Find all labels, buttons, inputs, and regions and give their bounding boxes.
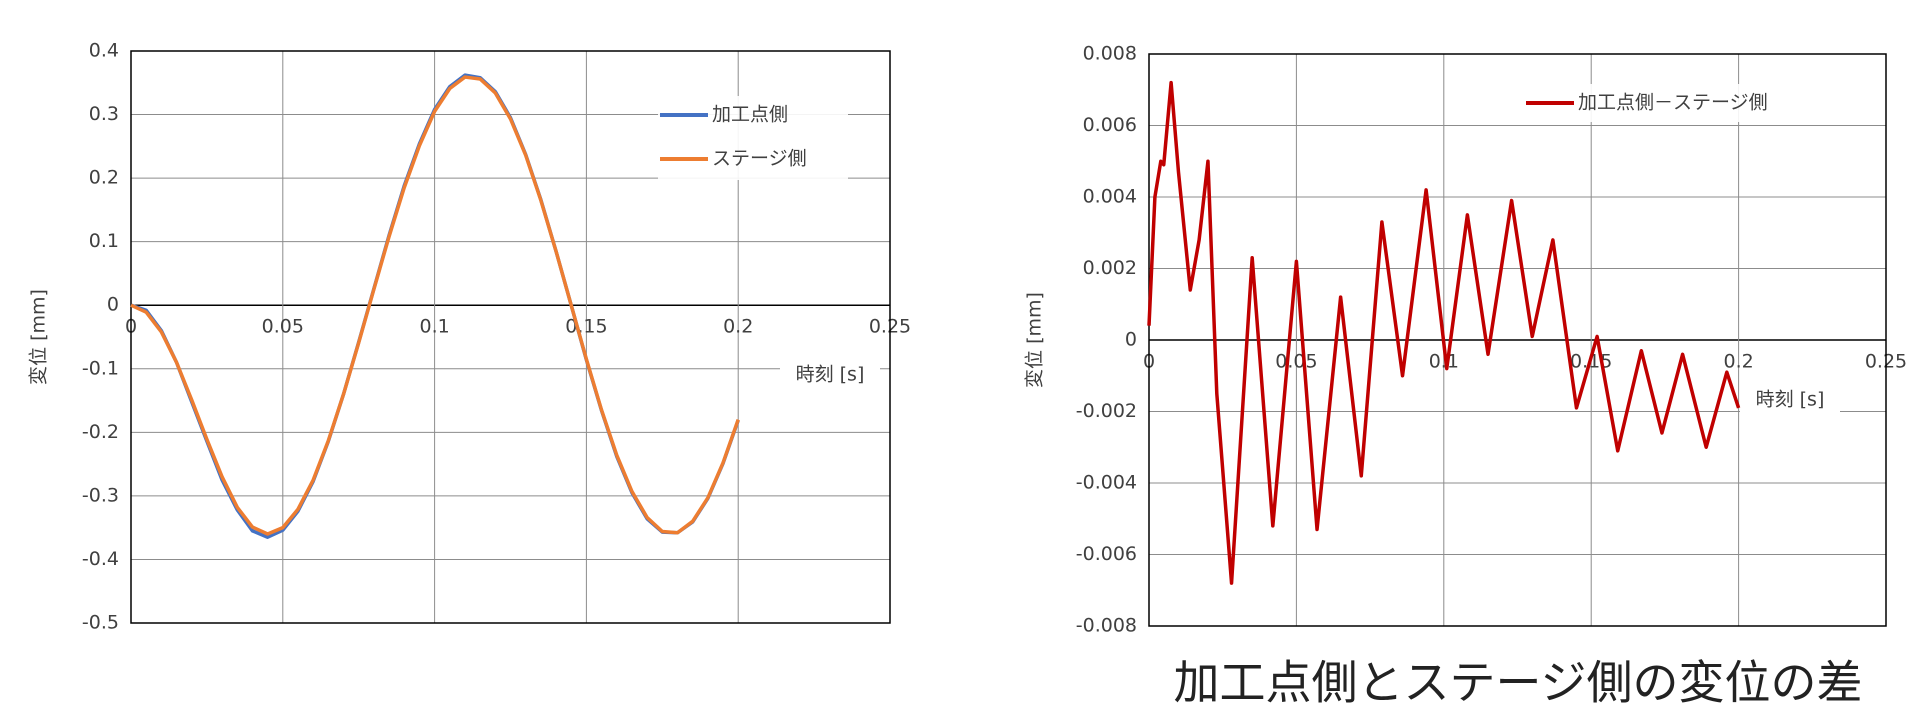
x-axis-title: 時刻 [s] [1756, 389, 1825, 411]
y-tick-label: 0.002 [1083, 257, 1137, 279]
y-tick-label: 0 [1125, 329, 1137, 351]
x-tick-label: 0.1 [419, 316, 449, 338]
y-tick-label: 0.3 [89, 103, 119, 125]
x-tick-label: 0.05 [1275, 351, 1317, 373]
legend-box [658, 96, 848, 180]
y-axis-title: 変位 [mm] [1024, 292, 1046, 388]
y-tick-label: 0 [107, 294, 119, 316]
y-tick-label: -0.004 [1076, 472, 1137, 494]
y-tick-label: 0.4 [89, 40, 119, 62]
x-tick-label: 0.1 [1429, 351, 1459, 373]
y-tick-label: -0.002 [1076, 400, 1137, 422]
y-tick-label: 0.006 [1083, 114, 1137, 136]
legend-box [1524, 84, 1842, 122]
chart-title: 加工点側とステージ側の変位の差 [1173, 656, 1862, 710]
y-axis-title: 変位 [mm] [28, 289, 50, 385]
y-tick-label: 0.2 [89, 167, 119, 189]
x-tick-label: 0.2 [1723, 351, 1753, 373]
y-tick-label: -0.3 [82, 484, 119, 506]
legend-label: ステージ側 [712, 148, 807, 170]
y-tick-label: -0.008 [1076, 615, 1137, 637]
y-tick-label: -0.4 [82, 548, 119, 570]
y-tick-label: -0.1 [82, 357, 119, 379]
x-tick-label: 0.2 [723, 316, 753, 338]
x-tick-label: 0.05 [262, 316, 304, 338]
data-line [130, 75, 740, 536]
y-tick-label: 0.004 [1083, 186, 1137, 208]
y-tick-label: 0.008 [1083, 43, 1137, 65]
x-title-bg [780, 359, 880, 391]
y-tick-label: -0.006 [1076, 543, 1137, 565]
x-tick-label: 0.15 [565, 316, 607, 338]
legend-label: 加工点側 [712, 104, 788, 126]
plot-border [1148, 53, 1887, 627]
y-tick-label: 0.1 [89, 230, 119, 252]
plot-border [130, 50, 891, 624]
legend-label: 加工点側－ステージ側 [1578, 92, 1768, 114]
y-tick-label: -0.5 [82, 612, 119, 634]
y-tick-label: -0.2 [82, 421, 119, 443]
x-title-bg [1740, 384, 1840, 416]
data-line [1147, 80, 1741, 585]
x-axis-title: 時刻 [s] [796, 364, 865, 386]
